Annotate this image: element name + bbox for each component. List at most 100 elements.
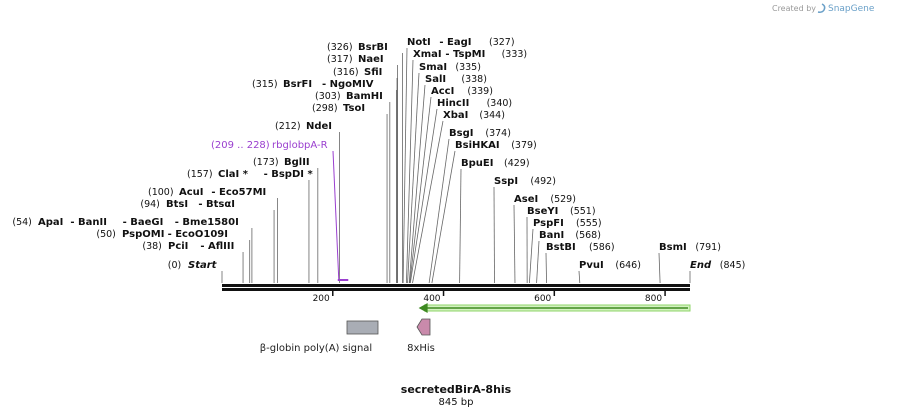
enzyme-hincii[interactable]: HincII (340) bbox=[437, 98, 512, 109]
feature-polya[interactable]: β-globin poly(A) signal bbox=[260, 320, 379, 354]
enzyme-xbai[interactable]: XbaI (344) bbox=[443, 110, 505, 121]
enzyme-bamhi[interactable]: (303) BamHI bbox=[315, 91, 383, 102]
enzyme-name[interactable]: ClaI * bbox=[218, 169, 249, 180]
enzyme-name[interactable]: TsoI bbox=[343, 103, 365, 114]
enzyme-name[interactable]: BtsI bbox=[166, 199, 188, 210]
enzyme-noti[interactable]: NotI - EagI (327) bbox=[407, 37, 515, 48]
enzyme-name[interactable]: ApaI bbox=[38, 217, 63, 228]
enzyme-isoschizomer[interactable]: - EcoO109I bbox=[168, 229, 228, 240]
enzyme-isoschizomer[interactable]: - AflIII bbox=[200, 241, 234, 252]
enzyme-bsrbi[interactable]: (326) BsrBI bbox=[327, 42, 388, 53]
primer-name[interactable]: rbglobpA-R bbox=[272, 140, 328, 151]
enzyme-ndei[interactable]: (212) NdeI bbox=[275, 121, 332, 132]
enzyme-name[interactable]: BsmI bbox=[659, 242, 687, 253]
enzyme-name[interactable]: XbaI bbox=[443, 110, 468, 121]
enzyme-pvui[interactable]: PvuI (646) bbox=[579, 260, 641, 271]
enzyme-name[interactable]: BanI bbox=[539, 230, 564, 241]
cut-line bbox=[408, 84, 426, 284]
enzyme-name[interactable]: SspI bbox=[494, 176, 518, 187]
cut-line bbox=[431, 150, 456, 284]
enzyme-acci[interactable]: AccI (339) bbox=[431, 86, 493, 97]
enzyme-name[interactable]: Start bbox=[188, 260, 218, 271]
enzyme-asei[interactable]: AseI (529) bbox=[514, 194, 576, 205]
enzyme-sspi[interactable]: SspI (492) bbox=[494, 176, 556, 187]
enzyme-sali[interactable]: SalI (338) bbox=[425, 74, 487, 85]
enzyme-isoschizomer[interactable]: - EagI bbox=[439, 37, 471, 48]
axis-tick-label: 800 bbox=[645, 294, 662, 304]
enzyme-pspfi[interactable]: PspFI (555) bbox=[533, 218, 602, 229]
enzyme-name[interactable]: PspOMI bbox=[122, 229, 164, 240]
enzyme-name[interactable]: NotI bbox=[407, 37, 431, 48]
enzyme-bsihkai[interactable]: BsiHKAI (379) bbox=[455, 140, 537, 151]
enzyme-end[interactable]: End (845) bbox=[690, 260, 745, 271]
enzyme-bpuei[interactable]: BpuEI (429) bbox=[461, 158, 530, 169]
enzyme-name[interactable]: BsrBI bbox=[358, 42, 388, 53]
enzyme-name[interactable]: SmaI bbox=[419, 62, 447, 73]
enzyme-bsrfi[interactable]: (315) BsrFI - NgoMIV bbox=[252, 79, 374, 90]
enzyme-position: (173) bbox=[253, 157, 279, 168]
enzyme-name[interactable]: PciI bbox=[168, 241, 188, 252]
enzyme-pspomi[interactable]: (50) PspOMI - EcoO109I bbox=[96, 229, 228, 240]
enzyme-bani[interactable]: BanI (568) bbox=[539, 230, 601, 241]
enzyme-isoschizomer[interactable]: - BaeGI bbox=[123, 217, 164, 228]
enzyme-name[interactable]: BpuEI bbox=[461, 158, 493, 169]
enzyme-name[interactable]: BseYI bbox=[527, 206, 558, 217]
enzyme-name[interactable]: NaeI bbox=[358, 54, 384, 65]
enzyme-isoschizomer[interactable]: - BtsαI bbox=[198, 199, 235, 210]
enzyme-name[interactable]: NdeI bbox=[306, 121, 332, 132]
enzyme-bseyi[interactable]: BseYI (551) bbox=[527, 206, 596, 217]
enzyme-name[interactable]: PvuI bbox=[579, 260, 604, 271]
enzyme-isoschizomer[interactable]: - TspMI bbox=[445, 49, 485, 60]
enzyme-isoschizomer[interactable]: - BspDI * bbox=[264, 169, 314, 180]
enzyme-pcii[interactable]: (38) PciI - AflIII bbox=[142, 241, 234, 252]
box-feature-icon[interactable] bbox=[346, 320, 379, 335]
enzyme-isoschizomer[interactable]: - Eco57MI bbox=[211, 187, 266, 198]
enzyme-clai[interactable]: (157) ClaI * - BspDI * bbox=[187, 169, 313, 180]
enzyme-name[interactable]: BsrFI bbox=[283, 79, 312, 90]
enzyme-acui[interactable]: (100) AcuI - Eco57MI bbox=[148, 187, 266, 198]
enzyme-position: (335) bbox=[455, 62, 481, 73]
enzyme-name[interactable]: XmaI bbox=[413, 49, 442, 60]
enzyme-bsmi[interactable]: BsmI (791) bbox=[659, 242, 721, 253]
enzyme-isoschizomer[interactable]: - Bme1580I bbox=[175, 217, 239, 228]
enzyme-name[interactable]: BsgI bbox=[449, 128, 473, 139]
enzyme-start[interactable]: (0) Start bbox=[168, 260, 218, 271]
enzyme-position: (586) bbox=[589, 242, 615, 253]
enzyme-bglii[interactable]: (173) BglII bbox=[253, 157, 310, 168]
enzyme-name[interactable]: End bbox=[690, 260, 712, 271]
enzyme-name[interactable]: BsiHKAI bbox=[455, 140, 500, 151]
enzyme-bstbi[interactable]: BstBI (586) bbox=[546, 242, 615, 253]
enzyme-bsgi[interactable]: BsgI (374) bbox=[449, 128, 511, 139]
enzyme-name[interactable]: HincII bbox=[437, 98, 469, 109]
orf-arrow[interactable] bbox=[418, 303, 691, 313]
enzyme-tsoi[interactable]: (298) TsoI bbox=[312, 103, 365, 114]
enzyme-name[interactable]: SfiI bbox=[364, 67, 382, 78]
enzyme-name[interactable]: AcuI bbox=[179, 187, 204, 198]
cut-line bbox=[528, 228, 534, 284]
feature-his[interactable]: 8xHis bbox=[407, 318, 435, 354]
features: β-globin poly(A) signal 8xHis bbox=[260, 318, 435, 354]
enzyme-nae1[interactable]: (317) NaeI bbox=[327, 54, 384, 65]
enzyme-position: (327) bbox=[489, 37, 515, 48]
enzyme-sfi1[interactable]: (316) SfiI bbox=[333, 67, 382, 78]
enzyme-labels: (326) BsrBI (317) NaeI (316) SfiI (315) BsrFI - … bbox=[12, 37, 745, 271]
pentagon-arrow-feature-icon[interactable] bbox=[416, 318, 431, 336]
enzyme-xmai[interactable]: XmaI - TspMI (333) bbox=[413, 49, 527, 60]
enzyme-apai[interactable]: (54) ApaI - BanII - BaeGI - Bme1580I bbox=[12, 217, 238, 228]
enzyme-isoschizomer[interactable]: - BanII bbox=[70, 217, 107, 228]
enzyme-name[interactable]: BamHI bbox=[346, 91, 383, 102]
enzyme-name[interactable]: AseI bbox=[514, 194, 538, 205]
enzyme-position: (298) bbox=[312, 103, 338, 114]
enzyme-name[interactable]: BstBI bbox=[546, 242, 576, 253]
enzyme-isoschizomer[interactable]: - NgoMIV bbox=[322, 79, 374, 90]
enzyme-name[interactable]: AccI bbox=[431, 86, 454, 97]
enzyme-btsi[interactable]: (94) BtsI - BtsαI bbox=[140, 199, 235, 210]
axis-tick-label: 200 bbox=[313, 294, 330, 304]
enzyme-name[interactable]: BglII bbox=[284, 157, 310, 168]
enzyme-name[interactable]: PspFI bbox=[533, 218, 564, 229]
axis-tick-label: 600 bbox=[534, 294, 551, 304]
enzyme-position: (339) bbox=[467, 86, 493, 97]
enzyme-smai[interactable]: SmaI (335) bbox=[419, 62, 481, 73]
enzyme-position: (551) bbox=[570, 206, 596, 217]
enzyme-name[interactable]: SalI bbox=[425, 74, 446, 85]
